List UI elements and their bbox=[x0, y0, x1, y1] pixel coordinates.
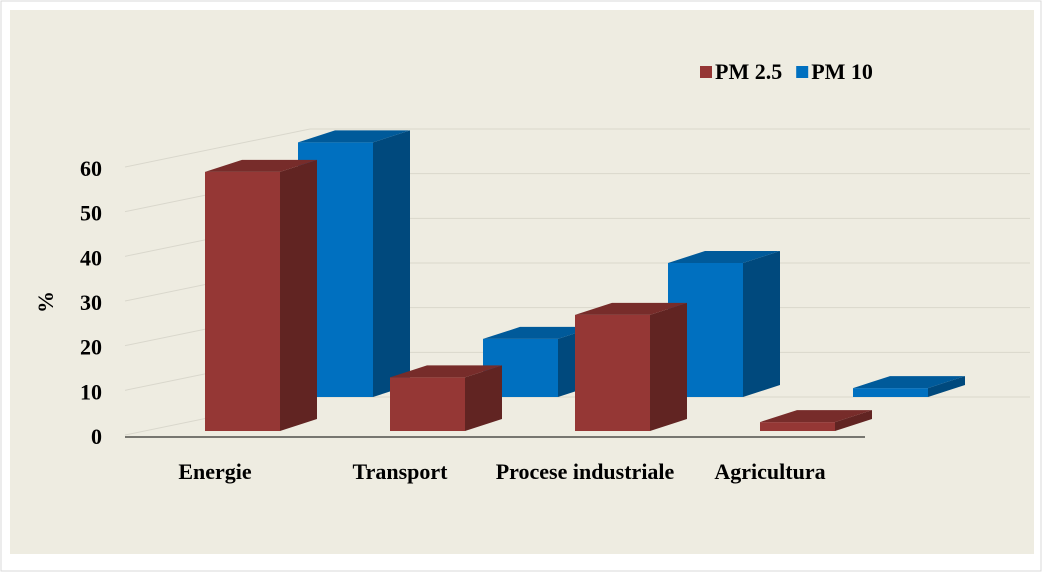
y-tick-label: 0 bbox=[91, 424, 102, 449]
y-tick-label: 60 bbox=[80, 156, 102, 181]
legend-swatch bbox=[796, 66, 809, 78]
x-tick-label: Procese industriale bbox=[496, 459, 675, 484]
bar-front bbox=[205, 171, 280, 431]
legend-label: PM 10 bbox=[811, 59, 873, 84]
bar bbox=[760, 410, 872, 431]
bar-side bbox=[835, 410, 872, 431]
y-tick-label: 50 bbox=[80, 201, 102, 226]
y-tick-label: 10 bbox=[80, 379, 102, 404]
legend-label: PM 2.5 bbox=[715, 59, 782, 84]
bar-side bbox=[465, 365, 502, 431]
y-tick-label: 20 bbox=[80, 335, 102, 360]
bar bbox=[390, 365, 502, 431]
bar-front bbox=[853, 388, 928, 397]
bar-side bbox=[650, 302, 687, 431]
x-tick-label: Agricultura bbox=[714, 459, 825, 484]
bar bbox=[853, 376, 965, 397]
bar-front bbox=[390, 377, 465, 431]
bar-top bbox=[298, 130, 410, 143]
bar bbox=[205, 159, 317, 431]
bar-side bbox=[280, 159, 317, 431]
bar-front bbox=[575, 314, 650, 431]
x-tick-label: Energie bbox=[178, 459, 252, 484]
bar-top bbox=[390, 365, 502, 378]
legend-swatch bbox=[700, 66, 712, 78]
bar-top bbox=[668, 251, 780, 263]
plot-background bbox=[10, 10, 1034, 554]
bar-front bbox=[760, 422, 835, 431]
bar-side bbox=[373, 130, 410, 397]
y-tick-label: 40 bbox=[80, 245, 102, 270]
bar-side bbox=[743, 251, 780, 397]
bar bbox=[575, 302, 687, 431]
grid-line bbox=[124, 128, 1030, 168]
y-tick-label: 30 bbox=[80, 290, 102, 315]
x-tick-label: Transport bbox=[353, 459, 449, 484]
bar-side bbox=[928, 376, 965, 397]
y-axis-label: % bbox=[33, 291, 58, 313]
bar-top bbox=[205, 159, 317, 172]
bar-top bbox=[853, 376, 965, 389]
bar-top bbox=[483, 326, 595, 339]
bar-top bbox=[760, 410, 872, 423]
bar-top bbox=[575, 302, 687, 315]
